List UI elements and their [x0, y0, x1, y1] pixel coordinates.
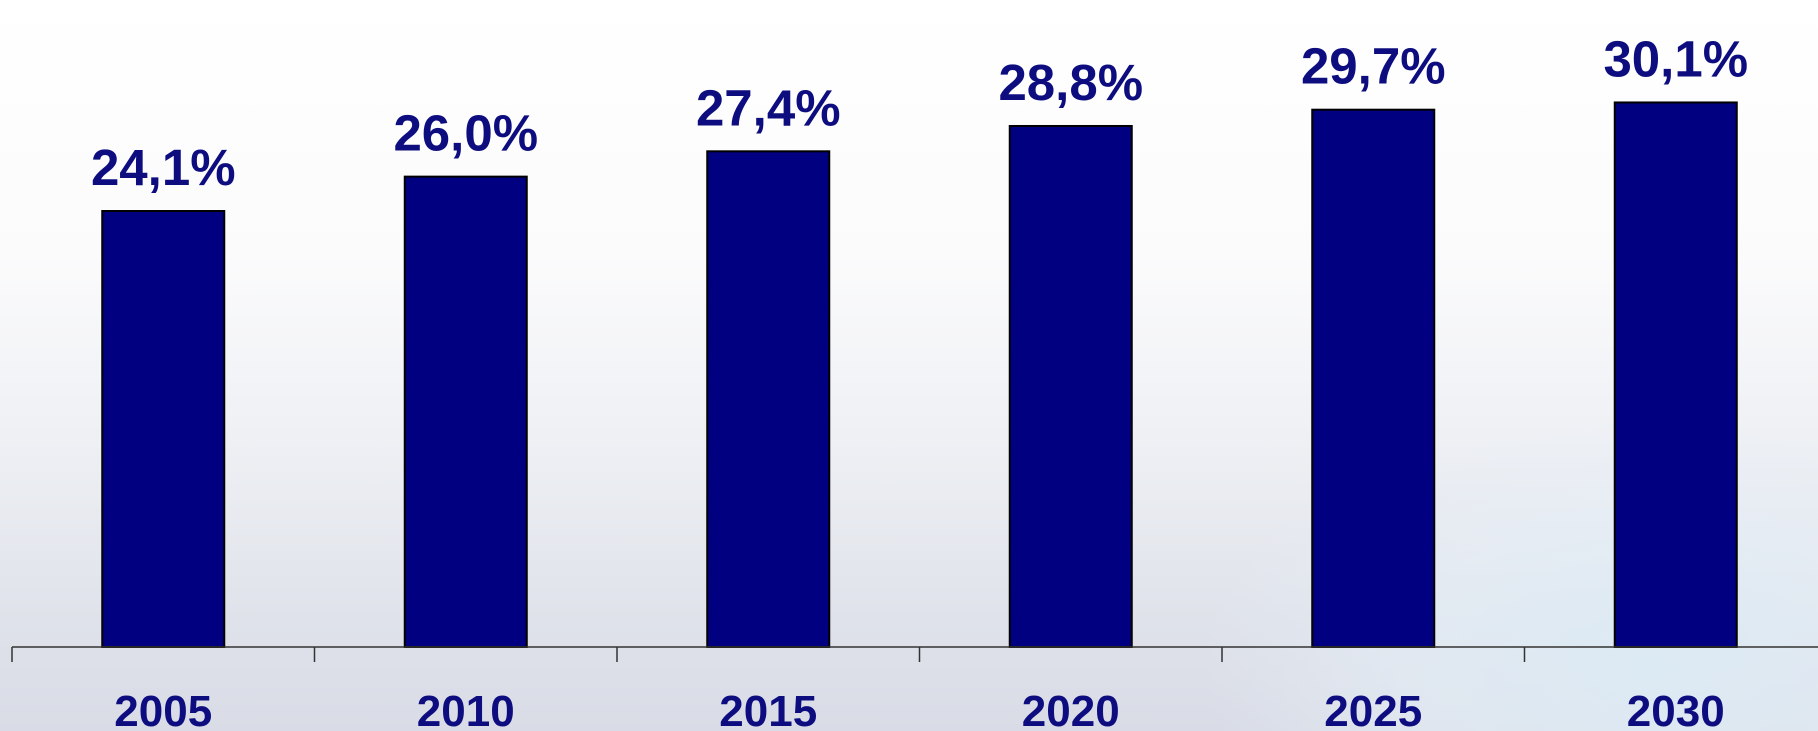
- x-tick-label-2030: 2030: [1627, 687, 1725, 731]
- x-tick-label-2025: 2025: [1324, 687, 1422, 731]
- bar-2030: [1613, 101, 1738, 649]
- x-tick-label-2020: 2020: [1022, 687, 1120, 731]
- data-label-2010: 26,0%: [393, 105, 538, 162]
- x-tick-label-2015: 2015: [719, 687, 817, 731]
- x-tick-label-2010: 2010: [417, 687, 515, 731]
- data-label-2025: 29,7%: [1301, 38, 1446, 95]
- data-label-2020: 28,8%: [998, 54, 1143, 111]
- bar-2025: [1311, 108, 1436, 648]
- data-label-2030: 30,1%: [1603, 30, 1748, 87]
- bar-2010: [403, 175, 528, 649]
- x-tick-label-2005: 2005: [114, 687, 212, 731]
- bar-2020: [1008, 124, 1133, 649]
- bar-2015: [706, 150, 831, 649]
- data-label-2005: 24,1%: [91, 139, 236, 196]
- bar-2005: [101, 210, 226, 648]
- data-label-2015: 27,4%: [696, 79, 841, 136]
